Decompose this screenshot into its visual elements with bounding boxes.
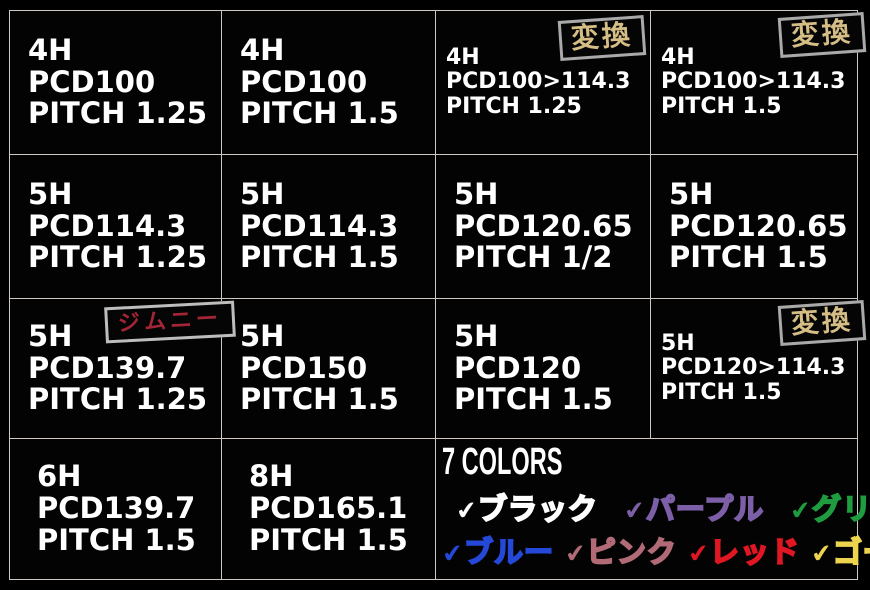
color-option-black: ✔ ブラック	[454, 486, 598, 528]
spec-line: PCD120.65	[669, 208, 848, 243]
spec-line: PCD100>114.3	[446, 69, 631, 95]
check-icon: ✔	[788, 494, 813, 526]
spec-line: PITCH 1.25	[446, 93, 582, 119]
spec-cell: 変換 4H PCD100>114.3 PITCH 1.25	[436, 11, 651, 155]
spec-line: 8H	[249, 459, 294, 494]
spec-cell: 4H PCD100 PITCH 1.25	[10, 11, 222, 155]
spec-line: PCD114.3	[28, 208, 187, 243]
spec-cell: ジムニー 5H PCD139.7 PITCH 1.25	[10, 299, 236, 439]
spec-line: PCD165.1	[249, 491, 408, 526]
color-label: ゴールド	[832, 534, 870, 570]
spec-line: 4H	[28, 32, 73, 67]
spec-line: PCD100	[28, 64, 156, 99]
spec-line: PITCH 1.5	[669, 240, 828, 275]
spec-table: 4H PCD100 PITCH 1.25 4H PCD100 PITCH 1.5…	[9, 10, 870, 580]
spec-cell: 4H PCD100 PITCH 1.5	[222, 11, 436, 155]
spec-cell: 5H PCD150 PITCH 1.5	[222, 299, 436, 439]
color-label: グリーン	[811, 491, 870, 527]
spec-line: PCD100>114.3	[661, 69, 846, 95]
color-label: ブルー	[463, 534, 554, 570]
color-row: ✔ ブルー ✔ ピンク ✔ レッド ✔ ゴールド	[440, 529, 870, 571]
color-option-red: ✔ レッド	[686, 529, 800, 571]
color-option-gold: ✔ ゴールド	[809, 529, 870, 571]
spec-line: 4H	[240, 32, 285, 67]
check-icon: ✔	[454, 494, 479, 526]
spec-line: PCD139.7	[28, 350, 187, 385]
spec-cell: 5H PCD120.65 PITCH 1.5	[651, 155, 857, 299]
spec-cell: 8H PCD165.1 PITCH 1.5	[222, 439, 436, 579]
spec-line: 4H	[661, 45, 695, 71]
spec-line: PITCH 1/2	[454, 240, 613, 275]
spec-cell: 5H PCD120 PITCH 1.5	[436, 299, 651, 439]
color-option-pink: ✔ ピンク	[563, 529, 677, 571]
spec-line: 5H	[28, 176, 73, 211]
color-option-blue: ✔ ブルー	[440, 529, 554, 571]
color-option-purple: ✔ パープル	[622, 486, 765, 528]
spec-line: PITCH 1.5	[240, 240, 399, 275]
spec-line: PCD120.65	[454, 208, 633, 243]
spec-cell: 5H PCD114.3 PITCH 1.25	[10, 155, 222, 299]
spec-line: PITCH 1.25	[28, 382, 208, 417]
spec-line: 5H	[240, 318, 285, 353]
spec-line: PCD120	[454, 350, 582, 385]
color-option-green: ✔ グリーン	[788, 486, 870, 528]
jimny-badge: ジムニー	[104, 300, 236, 344]
colors-panel: 7 COLORS ✔ ブラック ✔ パープル ✔ グリーン ✔ ブルー	[436, 439, 870, 579]
conversion-badge: 変換	[777, 300, 867, 347]
check-icon: ✔	[686, 537, 711, 569]
spec-line: 5H	[454, 318, 499, 353]
check-icon: ✔	[563, 537, 588, 569]
spec-line: PITCH 1.5	[240, 382, 399, 417]
color-label: ピンク	[586, 534, 677, 570]
check-icon: ✔	[622, 494, 647, 526]
spec-line: PITCH 1.25	[28, 240, 208, 275]
colors-panel-title: 7 COLORS	[442, 441, 563, 483]
conversion-badge: 変換	[557, 15, 647, 62]
spec-line: 6H	[37, 459, 82, 494]
spec-cell: 5H PCD114.3 PITCH 1.5	[222, 155, 436, 299]
spec-line: PITCH 1.5	[661, 379, 782, 405]
color-label: ブラック	[477, 491, 598, 527]
spec-line: PCD150	[240, 350, 368, 385]
spec-line: PITCH 1.5	[37, 522, 196, 557]
spec-cell: 変換 4H PCD100>114.3 PITCH 1.5	[651, 11, 867, 155]
color-label: レッド	[709, 534, 800, 570]
spec-line: 5H	[454, 176, 499, 211]
spec-line: 4H	[446, 45, 480, 71]
spec-line: PITCH 1.25	[28, 96, 208, 131]
spec-line: 5H	[669, 176, 714, 211]
spec-cell: 変換 5H PCD120>114.3 PITCH 1.5	[651, 299, 867, 439]
spec-line: PITCH 1.5	[249, 522, 408, 557]
spec-cell: 6H PCD139.7 PITCH 1.5	[10, 439, 222, 579]
spec-line: PITCH 1.5	[240, 96, 399, 131]
check-icon: ✔	[440, 537, 465, 569]
spec-line: 5H	[28, 318, 73, 353]
conversion-badge: 変換	[777, 12, 867, 59]
spec-line: PITCH 1.5	[454, 382, 613, 417]
color-label: パープル	[645, 491, 765, 527]
spec-line: PITCH 1.5	[661, 93, 782, 119]
spec-line: PCD120>114.3	[661, 355, 846, 381]
spec-cell: 5H PCD120.65 PITCH 1/2	[436, 155, 651, 299]
spec-line: PCD100	[240, 64, 368, 99]
spec-line: PCD114.3	[240, 208, 399, 243]
check-icon: ✔	[809, 537, 834, 569]
color-row: ✔ ブラック ✔ パープル ✔ グリーン	[442, 486, 870, 528]
spec-line: 5H	[661, 331, 695, 357]
spec-line: PCD139.7	[37, 491, 196, 526]
spec-line: 5H	[240, 176, 285, 211]
